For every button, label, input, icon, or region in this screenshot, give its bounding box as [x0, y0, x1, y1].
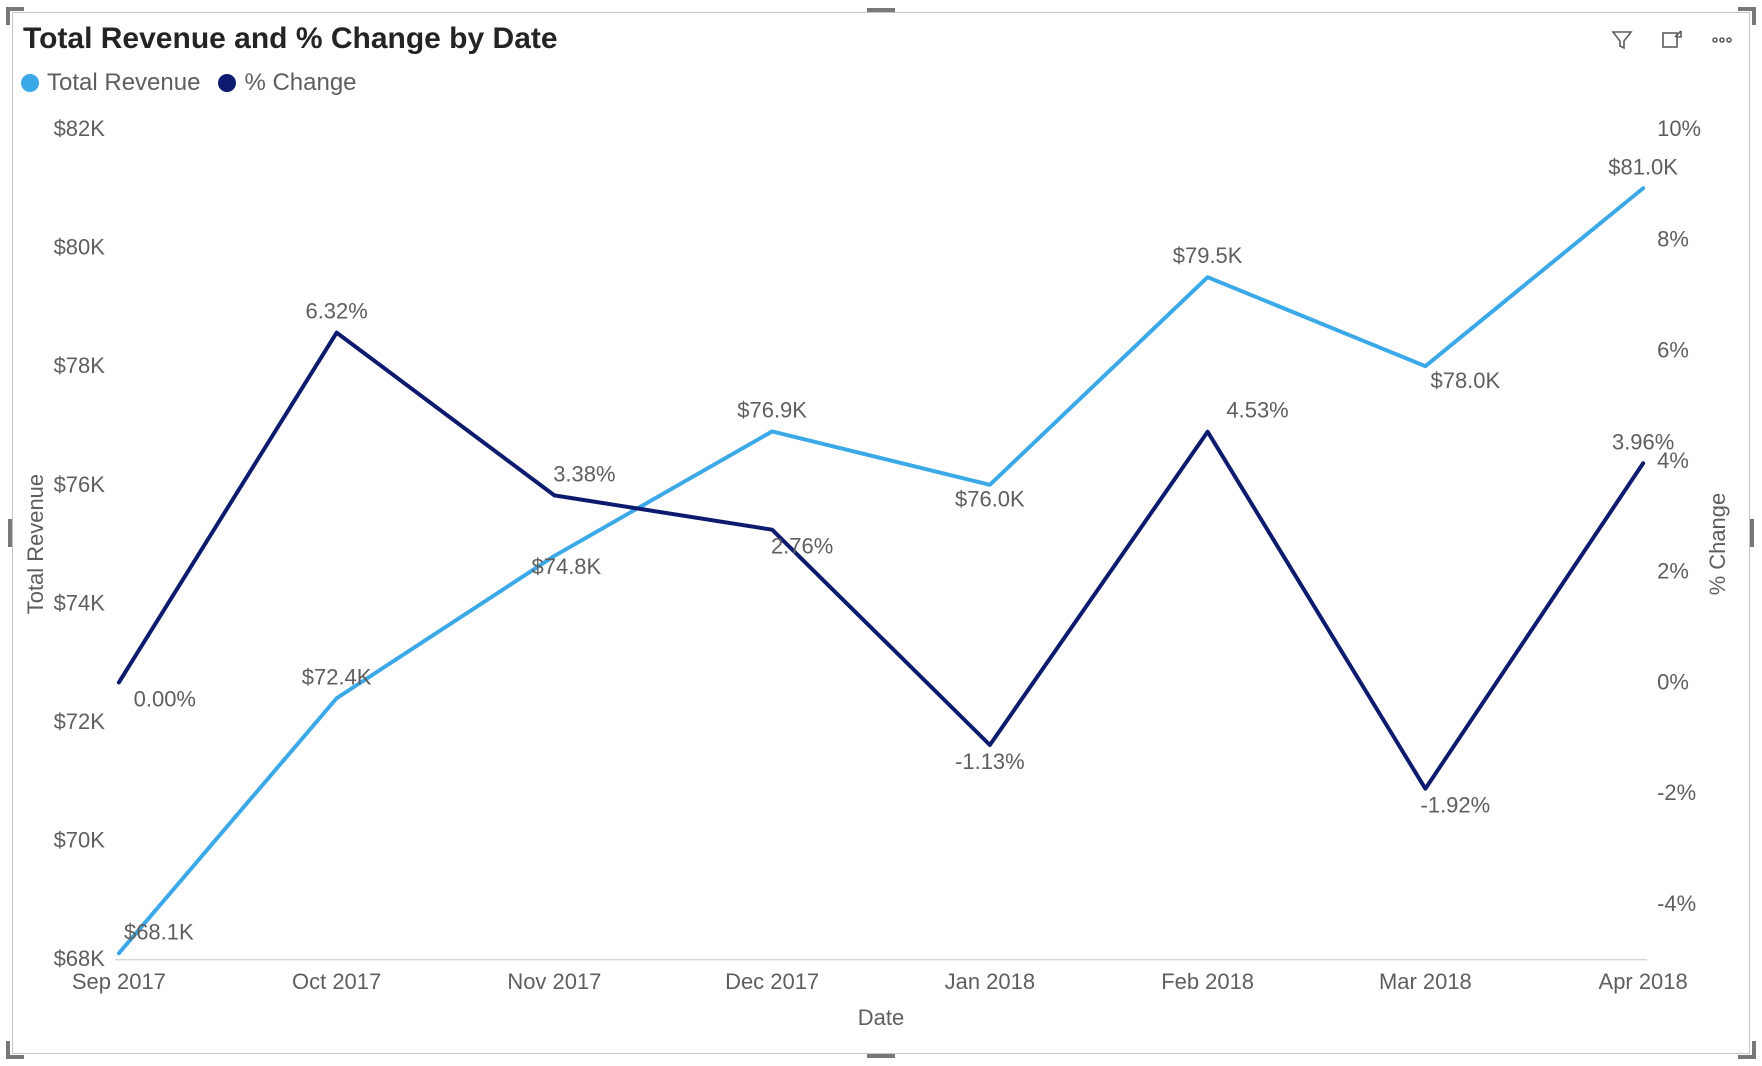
svg-text:$72.4K: $72.4K: [302, 664, 372, 689]
svg-text:6.32%: 6.32%: [305, 299, 367, 324]
legend: Total Revenue % Change: [21, 65, 357, 101]
chart-title: Total Revenue and % Change by Date: [19, 17, 1589, 61]
focus-mode-icon[interactable]: [1655, 23, 1689, 57]
legend-swatch-change: [218, 74, 236, 92]
svg-text:Apr 2018: Apr 2018: [1599, 969, 1688, 994]
svg-text:Sep 2017: Sep 2017: [72, 969, 166, 994]
svg-text:3.38%: 3.38%: [553, 461, 615, 486]
svg-text:Nov 2017: Nov 2017: [507, 969, 601, 994]
svg-text:3.96%: 3.96%: [1612, 429, 1674, 454]
more-options-icon[interactable]: [1705, 23, 1739, 57]
svg-text:Dec 2017: Dec 2017: [725, 969, 819, 994]
svg-text:Feb 2018: Feb 2018: [1161, 969, 1254, 994]
legend-item-revenue[interactable]: Total Revenue: [21, 69, 200, 97]
svg-text:$72K: $72K: [54, 709, 106, 734]
svg-text:$68.1K: $68.1K: [124, 919, 194, 944]
svg-text:$76K: $76K: [54, 472, 106, 497]
svg-text:10%: 10%: [1657, 116, 1701, 141]
svg-text:Jan 2018: Jan 2018: [945, 969, 1035, 994]
legend-swatch-revenue: [21, 74, 39, 92]
legend-label-change: % Change: [244, 69, 356, 97]
svg-text:6%: 6%: [1657, 337, 1689, 362]
svg-text:$80K: $80K: [54, 235, 106, 260]
svg-text:Oct 2017: Oct 2017: [292, 969, 381, 994]
svg-text:$78K: $78K: [54, 353, 106, 378]
resize-handle-right[interactable]: [1750, 519, 1754, 547]
svg-text:Total Revenue: Total Revenue: [23, 474, 48, 614]
svg-text:% Change: % Change: [1705, 493, 1730, 595]
svg-text:$79.5K: $79.5K: [1173, 243, 1243, 268]
svg-text:2%: 2%: [1657, 559, 1689, 584]
svg-text:-4%: -4%: [1657, 891, 1696, 916]
visual-actions: [1605, 19, 1739, 61]
svg-text:$74K: $74K: [54, 590, 106, 615]
svg-text:-2%: -2%: [1657, 780, 1696, 805]
svg-text:$74.8K: $74.8K: [532, 554, 602, 579]
svg-text:$81.0K: $81.0K: [1608, 154, 1678, 179]
plot-area: $68K $70K $72K $74K $76K $78K $80K $82K -4% -2% 0%…: [13, 105, 1749, 1049]
svg-text:$70K: $70K: [54, 828, 106, 853]
svg-text:Mar 2018: Mar 2018: [1379, 969, 1472, 994]
svg-text:$76.9K: $76.9K: [737, 397, 807, 422]
chart-svg: $68K $70K $72K $74K $76K $78K $80K $82K -4% -2% 0%…: [13, 105, 1749, 1049]
chart-visual[interactable]: Total Revenue and % Change by Date Total…: [12, 12, 1750, 1054]
svg-text:0.00%: 0.00%: [134, 686, 196, 711]
svg-text:2.76%: 2.76%: [771, 534, 833, 559]
svg-text:8%: 8%: [1657, 227, 1689, 252]
legend-item-change[interactable]: % Change: [218, 69, 356, 97]
svg-text:4.53%: 4.53%: [1226, 398, 1288, 423]
svg-text:$82K: $82K: [54, 116, 106, 141]
svg-text:-1.92%: -1.92%: [1421, 793, 1491, 818]
filter-icon[interactable]: [1605, 23, 1639, 57]
svg-text:$76.0K: $76.0K: [955, 487, 1025, 512]
resize-handle-bottom[interactable]: [867, 1054, 895, 1058]
svg-text:$78.0K: $78.0K: [1431, 368, 1501, 393]
svg-text:Date: Date: [858, 1005, 904, 1030]
svg-text:0%: 0%: [1657, 669, 1689, 694]
svg-text:-1.13%: -1.13%: [955, 749, 1025, 774]
legend-label-revenue: Total Revenue: [47, 69, 200, 97]
svg-text:$68K: $68K: [54, 946, 106, 971]
